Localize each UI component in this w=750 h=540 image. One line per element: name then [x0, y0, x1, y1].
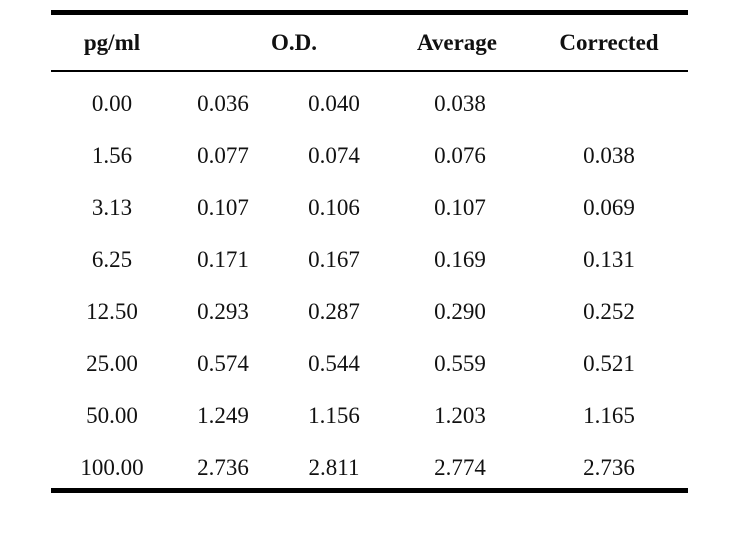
cell-average: 1.203 [434, 403, 486, 428]
cell-average: 0.169 [434, 247, 486, 272]
header-concentration: pg/ml [83, 30, 141, 55]
cell-concentration: 100.00 [80, 455, 144, 480]
cell-concentration: 1.56 [91, 143, 133, 168]
cell-average: 2.774 [434, 455, 486, 480]
cell-od-replicate-1: 2.736 [197, 455, 249, 480]
cell-average: 0.559 [434, 351, 486, 376]
cell-od-replicate-2: 0.040 [308, 91, 360, 116]
cell-average: 0.076 [434, 143, 486, 168]
cell-od-replicate-2: 0.544 [308, 351, 360, 376]
cell-concentration: 25.00 [86, 351, 138, 376]
cell-corrected: 2.736 [583, 455, 635, 480]
cell-corrected: 0.131 [583, 247, 635, 272]
cell-od-replicate-2: 1.156 [308, 403, 360, 428]
table-row: 50.00 1.249 1.156 1.203 1.165 [51, 390, 688, 442]
header-corrected: Corrected [559, 30, 659, 55]
cell-corrected: 0.521 [583, 351, 635, 376]
cell-od-replicate-1: 0.107 [197, 195, 249, 220]
cell-corrected: 0.252 [583, 299, 635, 324]
cell-od-replicate-1: 0.036 [197, 91, 249, 116]
cell-od-replicate-2: 2.811 [308, 455, 360, 480]
table-body: 0.00 0.036 0.040 0.038 1.56 0.077 0.074 0.076 0.… [51, 72, 688, 488]
table-row: 6.25 0.171 0.167 0.169 0.131 [51, 234, 688, 286]
cell-od-replicate-1: 0.293 [197, 299, 249, 324]
table-row: 0.00 0.036 0.040 0.038 [51, 78, 688, 130]
cell-corrected: 0.038 [583, 143, 635, 168]
table-top-rule [51, 10, 688, 15]
cell-average: 0.290 [434, 299, 486, 324]
cell-od-replicate-2: 0.074 [308, 143, 360, 168]
table-row: 25.00 0.574 0.544 0.559 0.521 [51, 338, 688, 390]
table-row: 1.56 0.077 0.074 0.076 0.038 [51, 130, 688, 182]
cell-od-replicate-2: 0.106 [308, 195, 360, 220]
table-header-row: pg/ml O.D. Average Corrected [51, 15, 688, 70]
cell-average: 0.107 [434, 195, 486, 220]
cell-od-replicate-1: 1.249 [197, 403, 249, 428]
table-row: 3.13 0.107 0.106 0.107 0.069 [51, 182, 688, 234]
cell-od-replicate-1: 0.171 [197, 247, 249, 272]
cell-od-replicate-1: 0.574 [197, 351, 249, 376]
table-bottom-rule [51, 488, 688, 493]
cell-average: 0.038 [434, 91, 486, 116]
cell-concentration: 3.13 [91, 195, 133, 220]
table-header-rule [51, 70, 688, 72]
cell-od-replicate-2: 0.167 [308, 247, 360, 272]
cell-concentration: 50.00 [86, 403, 138, 428]
header-average: Average [416, 30, 498, 55]
cell-od-replicate-1: 0.077 [197, 143, 249, 168]
cell-concentration: 12.50 [86, 299, 138, 324]
standard-curve-table: pg/ml O.D. Average Corrected 0.00 0.036 0.… [51, 10, 688, 493]
cell-corrected: 0.069 [583, 195, 635, 220]
cell-concentration: 6.25 [91, 247, 133, 272]
header-od: O.D. [271, 30, 317, 55]
cell-corrected: 1.165 [583, 403, 635, 428]
cell-od-replicate-2: 0.287 [308, 299, 360, 324]
table-row: 100.00 2.736 2.811 2.774 2.736 [51, 442, 688, 494]
table-row: 12.50 0.293 0.287 0.290 0.252 [51, 286, 688, 338]
cell-concentration: 0.00 [91, 91, 133, 116]
